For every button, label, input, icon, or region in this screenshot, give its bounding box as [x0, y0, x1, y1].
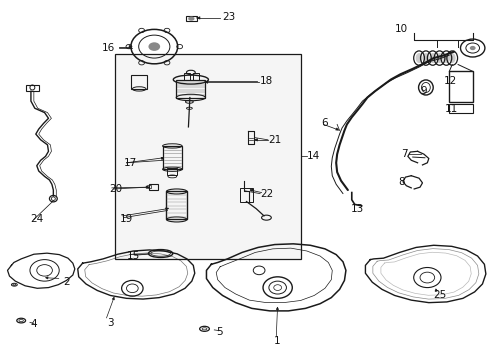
- Text: 5: 5: [216, 327, 223, 337]
- Text: 25: 25: [433, 291, 446, 301]
- Text: 24: 24: [30, 215, 43, 224]
- Text: 12: 12: [443, 76, 456, 86]
- Ellipse shape: [415, 53, 422, 63]
- Text: 4: 4: [30, 319, 37, 329]
- Text: 18: 18: [260, 76, 273, 86]
- Bar: [131, 75, 147, 89]
- Text: 7: 7: [401, 149, 407, 159]
- Text: 9: 9: [419, 86, 426, 96]
- Text: 22: 22: [260, 189, 273, 199]
- Ellipse shape: [448, 53, 455, 63]
- Ellipse shape: [428, 53, 435, 63]
- Text: 6: 6: [321, 118, 327, 128]
- Bar: [115, 54, 300, 259]
- Bar: [162, 146, 182, 169]
- Bar: [239, 188, 253, 202]
- Bar: [176, 80, 205, 98]
- Bar: [167, 168, 177, 175]
- Text: 8: 8: [397, 177, 404, 187]
- Text: 15: 15: [126, 251, 140, 261]
- Ellipse shape: [442, 53, 449, 63]
- Text: 11: 11: [444, 104, 457, 114]
- Bar: [448, 104, 472, 113]
- Ellipse shape: [422, 53, 428, 63]
- Text: 16: 16: [102, 43, 115, 53]
- Text: 23: 23: [222, 12, 235, 22]
- Bar: [147, 185, 151, 188]
- Circle shape: [469, 46, 475, 50]
- Text: 10: 10: [394, 24, 407, 34]
- Text: 17: 17: [123, 158, 137, 168]
- Text: 13: 13: [350, 204, 363, 214]
- Bar: [183, 73, 189, 80]
- Bar: [166, 192, 186, 220]
- Text: 1: 1: [273, 336, 280, 346]
- Bar: [192, 73, 198, 80]
- Text: 21: 21: [267, 135, 281, 145]
- Text: 14: 14: [306, 150, 320, 161]
- Text: 19: 19: [120, 214, 133, 224]
- Bar: [149, 184, 158, 190]
- Ellipse shape: [188, 17, 193, 20]
- Bar: [185, 16, 196, 22]
- Bar: [448, 71, 472, 102]
- Text: 3: 3: [107, 318, 113, 328]
- Text: 2: 2: [63, 277, 70, 287]
- Text: 20: 20: [109, 184, 122, 194]
- Bar: [26, 85, 39, 91]
- Ellipse shape: [435, 53, 442, 63]
- Circle shape: [148, 42, 160, 51]
